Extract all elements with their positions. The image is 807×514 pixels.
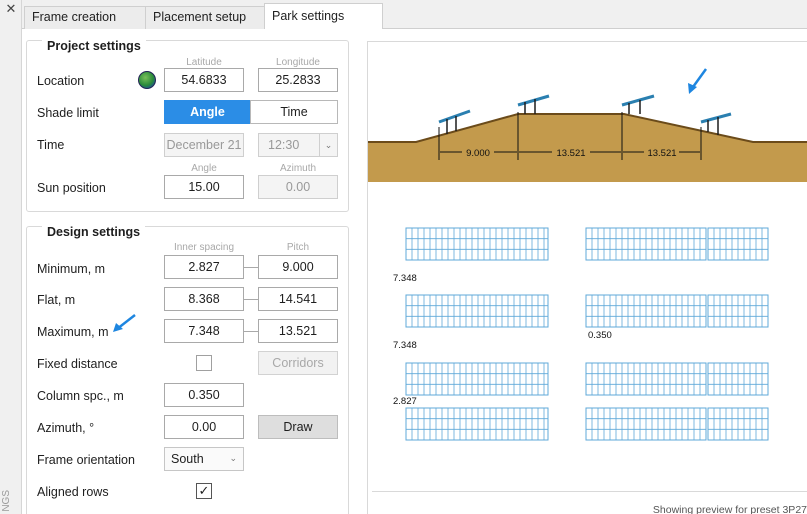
- profile-dim-2: 13.521: [556, 148, 585, 159]
- tab-placement-setup[interactable]: Placement setup: [145, 6, 265, 29]
- module-table: [405, 294, 549, 328]
- aligned-rows-checkbox[interactable]: ✓: [196, 483, 212, 499]
- inner-spacing-header: Inner spacing: [173, 242, 235, 253]
- maximum-label: Maximum, m: [37, 325, 109, 339]
- terrain-profile: [368, 114, 807, 182]
- sun-azimuth-input[interactable]: 0.00: [258, 175, 338, 199]
- frame-1: [438, 109, 471, 124]
- terrain-outline: [368, 113, 807, 143]
- shade-time-button[interactable]: Time: [250, 100, 338, 124]
- design-settings-title: Design settings: [42, 225, 146, 239]
- module-table: [405, 227, 549, 261]
- tab-bar: Frame creation Placement setup Park sett…: [22, 0, 807, 30]
- side-panel-label: NGS: [1, 490, 12, 512]
- design-settings-group: Design settings Inner spacing Pitch Mini…: [26, 225, 349, 514]
- azimuth-label: Azimuth, °: [37, 421, 95, 435]
- draw-button[interactable]: Draw: [258, 415, 338, 439]
- date-input[interactable]: December 21: [164, 133, 244, 157]
- frame-orientation-label: Frame orientation: [37, 453, 135, 467]
- latitude-input[interactable]: 54.6833: [164, 68, 244, 92]
- azimuth-input[interactable]: 0.00: [164, 415, 244, 439]
- preview-panel: 9.000 13.521 13.521 7.348 0.350 7.348 2.…: [367, 41, 807, 514]
- location-label: Location: [37, 74, 85, 88]
- side-panel-strip: ✕ NGS: [0, 0, 22, 514]
- maximum-pitch-input[interactable]: 13.521: [258, 319, 338, 343]
- shade-angle-button[interactable]: Angle: [164, 100, 251, 124]
- module-table: [405, 362, 549, 396]
- fixed-distance-label: Fixed distance: [37, 357, 118, 371]
- time-value: 12:30: [268, 138, 300, 152]
- pitch-header: Pitch: [286, 242, 310, 253]
- frame-4: [700, 112, 732, 124]
- tab-content: Project settings Latitude Longitude Loca…: [22, 29, 807, 514]
- time-label: Time: [37, 138, 65, 152]
- frame-orientation-value: South: [171, 452, 204, 466]
- longitude-header: Longitude: [276, 57, 320, 68]
- minimum-inner-input[interactable]: 2.827: [164, 255, 244, 279]
- link-connector: [243, 299, 259, 300]
- column-spacing-input[interactable]: 0.350: [164, 383, 244, 407]
- minimum-pitch-input[interactable]: 9.000: [258, 255, 338, 279]
- plan-label-4: 2.827: [393, 396, 417, 407]
- chevron-down-icon[interactable]: ⌄: [319, 134, 337, 156]
- minimum-label: Minimum, m: [37, 262, 106, 276]
- fixed-distance-checkbox[interactable]: [196, 355, 212, 371]
- frame-orientation-select[interactable]: South ⌄: [164, 447, 244, 471]
- azimuth-header: Azimuth: [279, 163, 317, 174]
- frame-2: [517, 94, 550, 107]
- module-table: [405, 407, 549, 441]
- angle-header: Angle: [191, 163, 217, 174]
- frame-3: [621, 94, 655, 107]
- profile-dim-1: 9.000: [466, 148, 490, 159]
- corridors-button[interactable]: Corridors: [258, 351, 338, 375]
- time-select[interactable]: 12:30 ⌄: [258, 133, 338, 157]
- flat-inner-input[interactable]: 8.368: [164, 287, 244, 311]
- sun-angle-input[interactable]: 15.00: [164, 175, 244, 199]
- aligned-rows-label: Aligned rows: [37, 485, 109, 499]
- module-plan: [405, 227, 769, 441]
- flat-label: Flat, m: [37, 293, 76, 307]
- sun-position-label: Sun position: [37, 181, 106, 195]
- longitude-input[interactable]: 25.2833: [258, 68, 338, 92]
- globe-icon[interactable]: [138, 71, 156, 89]
- chevron-down-icon[interactable]: ⌄: [229, 453, 237, 463]
- plan-label-3: 7.348: [393, 340, 417, 351]
- plan-label-2: 0.350: [588, 330, 612, 341]
- flat-pitch-input[interactable]: 14.541: [258, 287, 338, 311]
- column-spacing-label: Column spc., m: [37, 389, 124, 403]
- shade-limit-label: Shade limit: [37, 106, 99, 120]
- latitude-header: Latitude: [186, 57, 222, 68]
- preview-status: Showing preview for preset 3P27: [652, 504, 807, 514]
- maximum-inner-input[interactable]: 7.348: [164, 319, 244, 343]
- project-settings-group: Project settings Latitude Longitude Loca…: [26, 39, 349, 212]
- plan-label-1: 7.348: [393, 273, 417, 284]
- pointer-arrow-icon: [113, 314, 136, 332]
- sun-direction-arrow-icon: [688, 68, 708, 94]
- link-connector: [243, 267, 259, 268]
- profile-dim-3: 13.521: [647, 148, 676, 159]
- status-divider: [372, 491, 807, 492]
- tab-frame-creation[interactable]: Frame creation: [24, 6, 146, 29]
- close-icon[interactable]: ✕: [5, 1, 17, 16]
- tab-park-settings[interactable]: Park settings: [264, 3, 383, 30]
- park-preview-canvas: 9.000 13.521 13.521 7.348 0.350 7.348 2.…: [368, 68, 807, 441]
- link-connector: [243, 331, 259, 332]
- project-settings-title: Project settings: [42, 39, 146, 53]
